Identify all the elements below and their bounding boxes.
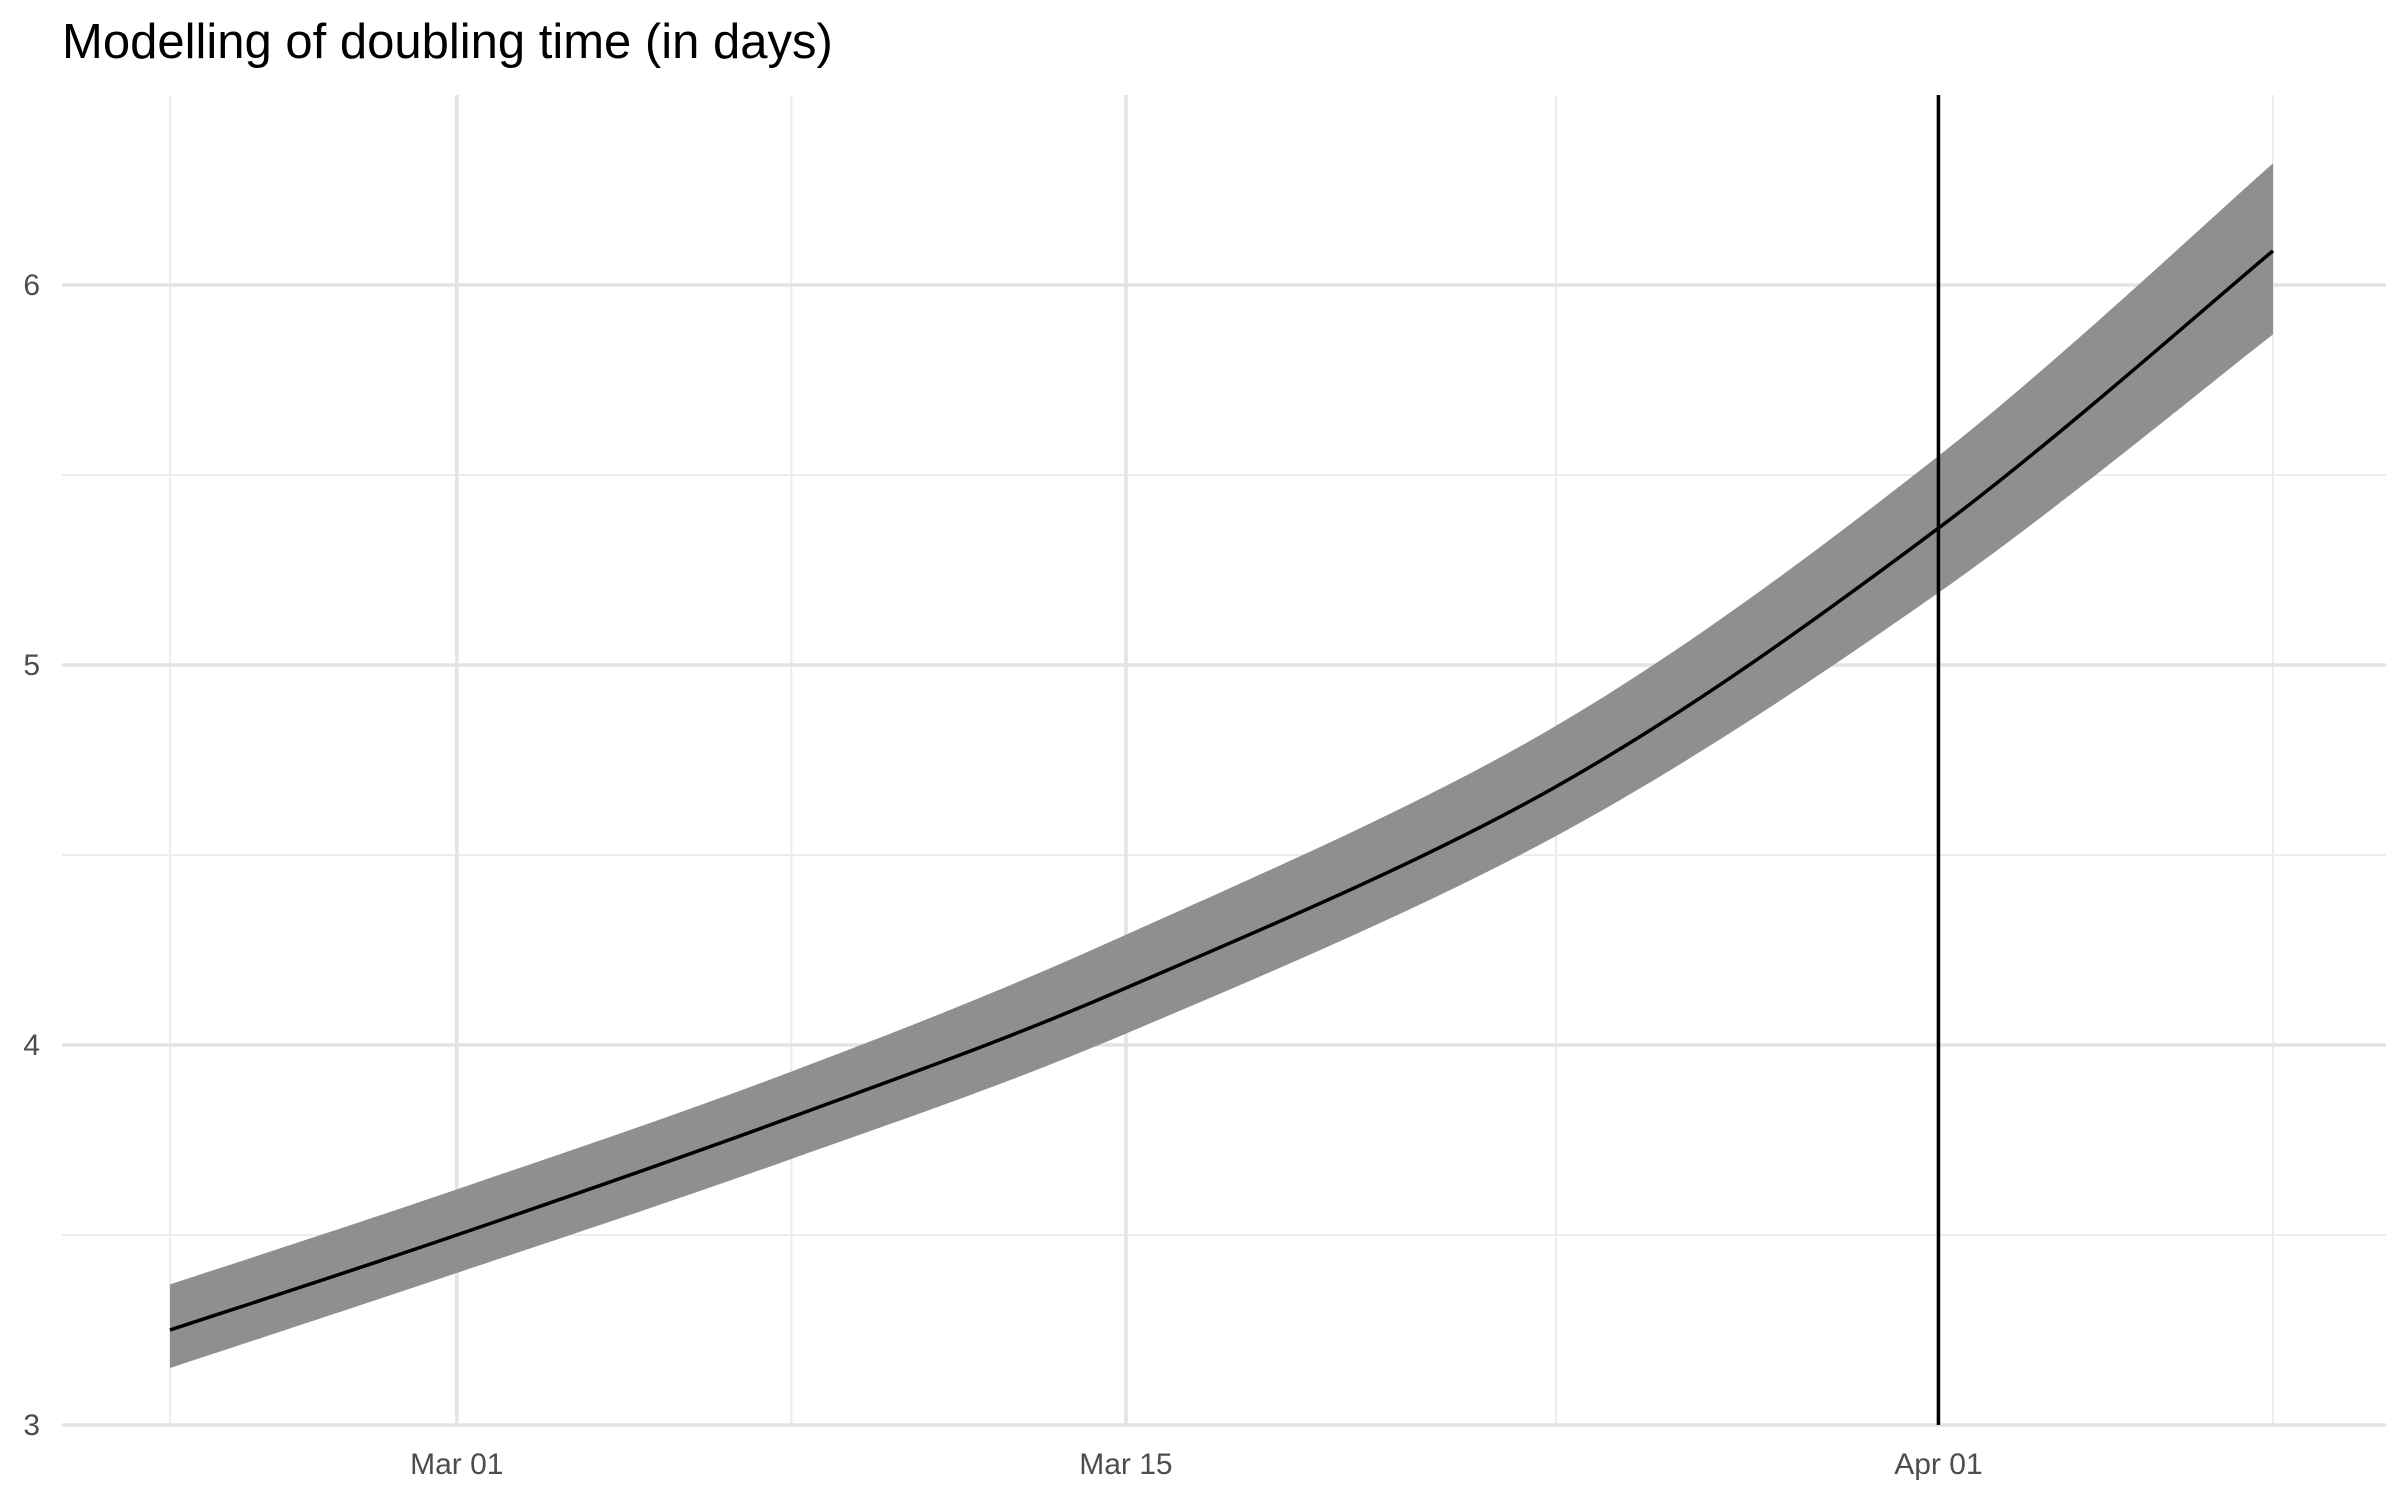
- x-tick-label: Mar 15: [1079, 1448, 1172, 1481]
- x-tick-label: Mar 01: [410, 1448, 503, 1481]
- line-layer: [169, 249, 2275, 1332]
- y-tick-label: 6: [23, 269, 40, 302]
- confidence-ribbon: [170, 163, 2273, 1368]
- chart-title: Modelling of doubling time (in days): [62, 15, 833, 69]
- label-layer: 3 4 5 6 Mar 01 Mar 15 Apr 01: [23, 269, 1982, 1481]
- x-tick-label: Apr 01: [1894, 1448, 1982, 1481]
- y-tick-label: 3: [23, 1409, 40, 1442]
- y-tick-label: 5: [23, 649, 40, 682]
- ribbon-layer: [170, 163, 2273, 1368]
- y-tick-label: 4: [23, 1029, 40, 1062]
- doubling-time-line: [169, 249, 2275, 1332]
